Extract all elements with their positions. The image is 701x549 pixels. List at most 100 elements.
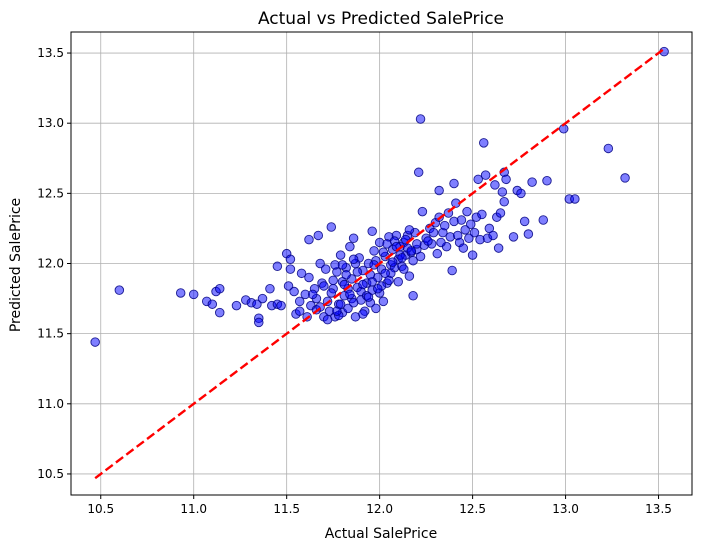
data-point [570,194,580,204]
data-point [337,260,348,270]
data-point [495,208,506,218]
data-point [408,255,418,266]
data-point [294,296,305,307]
data-point [493,243,504,253]
data-point [415,114,426,124]
data-point [285,264,296,274]
data-point [432,248,443,259]
data-point [313,230,324,241]
data-point [345,241,355,252]
data-point [90,337,100,347]
chart-title: Actual vs Predicted SalePrice [258,9,504,29]
data-point [458,243,469,253]
data-point [456,215,467,225]
data-point [479,138,489,148]
y-tick-label: 12.0 [37,257,64,271]
data-point [378,247,389,258]
data-point [328,275,338,286]
x-axis-label: Actual SalePrice [325,526,437,542]
data-point [542,175,552,186]
reference-line [94,47,665,480]
data-point [477,209,487,220]
data-point [413,167,424,178]
data-point [488,230,498,241]
data-point [276,300,286,311]
data-point [285,254,296,265]
data-point [231,300,242,311]
data-point [473,174,483,185]
data-point [367,226,377,236]
data-point [296,268,307,279]
data-point [358,279,368,290]
data-point [373,284,383,294]
data-point [439,220,450,231]
data-point [499,197,509,207]
x-tick-label: 12.5 [459,502,486,516]
data-point [462,206,472,217]
data-point [289,286,299,297]
data-point [252,299,262,309]
data-point [408,291,418,301]
data-point [523,229,534,239]
data-point [348,233,359,243]
data-point [464,233,474,243]
data-point [415,251,426,262]
x-tick-label: 12.0 [366,502,393,516]
data-point [516,188,526,199]
data-point [307,289,318,300]
data-point [114,285,125,295]
data-point [480,170,491,180]
data-point [320,264,331,274]
data-point [423,236,433,246]
data-point [490,180,500,190]
data-point [508,232,519,242]
data-point [449,178,459,189]
data-point [363,292,374,302]
data-point [519,216,530,227]
y-tick-label: 10.5 [37,467,64,481]
y-tick-label: 12.5 [37,186,64,200]
data-point [358,309,368,319]
data-point [304,272,314,283]
data-point [345,289,355,300]
data-point [417,206,428,217]
x-tick-label: 11.0 [180,502,207,516]
data-point [207,299,218,309]
x-tick-label: 13.0 [552,502,579,516]
data-point [466,219,476,229]
y-tick-label: 13.0 [37,116,64,130]
y-tick-label: 13.5 [37,46,64,60]
data-point [467,250,478,260]
data-point [326,222,337,232]
data-point [399,264,409,274]
data-point [175,288,186,298]
data-point [348,254,359,265]
x-tick-label: 11.5 [273,502,300,516]
data-point [412,239,422,249]
y-tick-label: 11.0 [37,397,64,411]
data-point [214,307,225,318]
data-point [501,174,511,185]
data-point [254,317,264,328]
y-axis-label: Predicted SalePrice [8,198,24,332]
data-point [369,246,379,256]
data-point [404,271,415,281]
data-point [393,276,403,287]
data-point [397,253,407,263]
data-point [326,288,337,298]
data-point [371,303,381,314]
data-point [272,261,283,272]
data-point [322,314,333,325]
data-point [620,173,630,183]
data-point [294,306,305,316]
data-point [436,237,446,248]
data-point [257,293,268,304]
data-point [343,303,353,314]
data-point [538,215,549,225]
data-point [304,234,314,245]
data-point [497,187,508,197]
data-point [527,177,537,187]
data-point [335,250,346,260]
data-point [315,258,325,269]
